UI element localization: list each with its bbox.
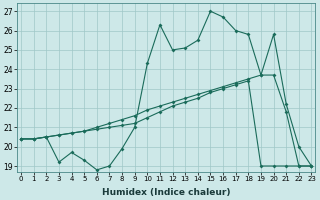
X-axis label: Humidex (Indice chaleur): Humidex (Indice chaleur) [102, 188, 230, 197]
